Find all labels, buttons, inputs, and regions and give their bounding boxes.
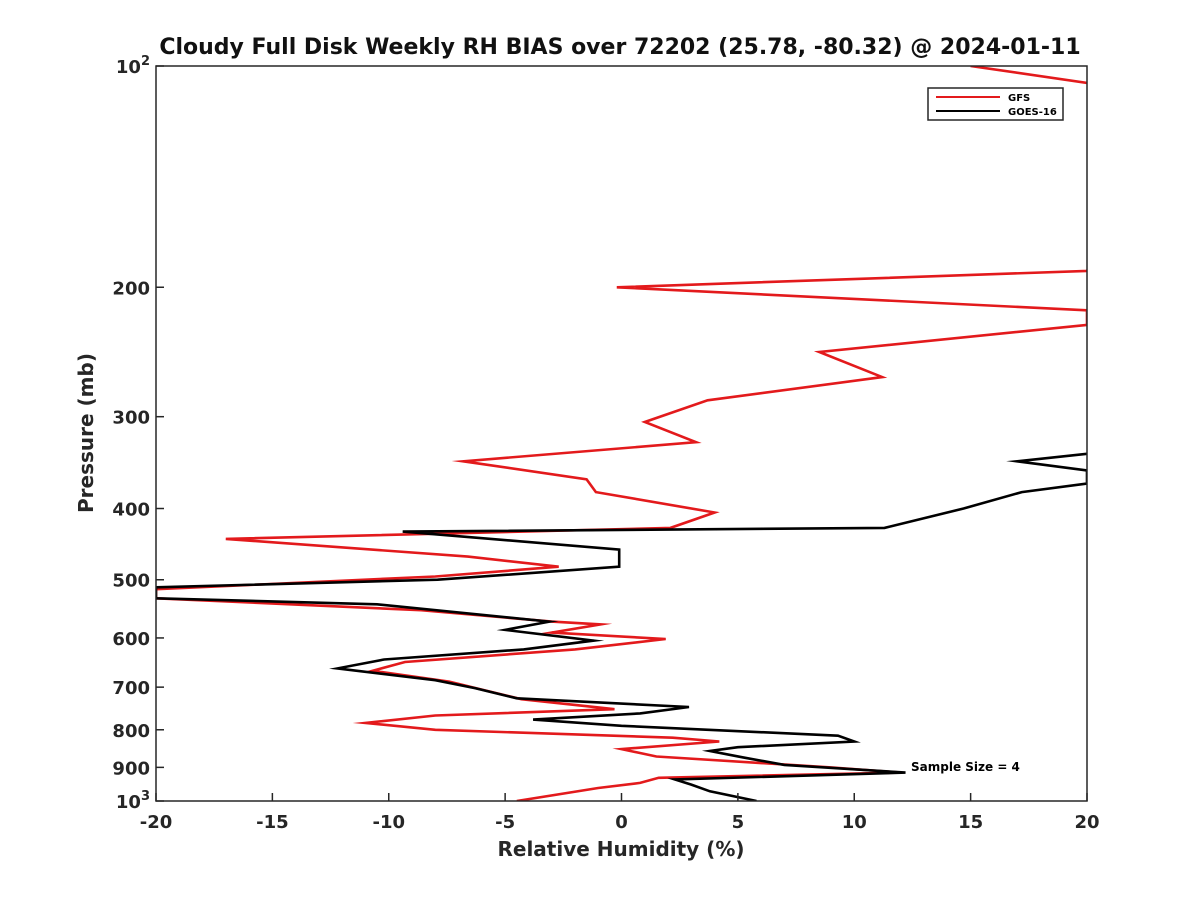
x-tick-label: 15 xyxy=(958,812,983,833)
legend-label-goes16: GOES-16 xyxy=(1008,107,1057,118)
x-tick-label: 20 xyxy=(1074,812,1099,833)
series-line-goes16 xyxy=(156,452,1087,801)
y-tick-label: 300 xyxy=(112,408,150,429)
y-tick-label: 200 xyxy=(112,278,150,299)
y-tick-label: 600 xyxy=(112,629,150,650)
x-tick-label: -20 xyxy=(140,812,173,833)
x-tick-label: -10 xyxy=(372,812,405,833)
series-line-gfs xyxy=(156,66,1087,801)
y-tick-label: 900 xyxy=(112,758,150,779)
x-tick-label: 0 xyxy=(615,812,628,833)
legend: GFS GOES-16 xyxy=(927,87,1064,121)
chart-title: Cloudy Full Disk Weekly RH BIAS over 722… xyxy=(159,35,1080,60)
legend-box xyxy=(927,87,1064,121)
y-tick-label-power: 102 xyxy=(116,54,150,78)
y-tick-label: 800 xyxy=(112,721,150,742)
plot-frame xyxy=(155,65,1088,802)
sample-size-annotation: Sample Size = 4 xyxy=(911,760,1020,774)
x-axis: -20 -15 -10 -5 0 5 10 15 20 xyxy=(140,793,1100,833)
x-tick-label: -5 xyxy=(495,812,515,833)
legend-label-gfs: GFS xyxy=(1008,93,1030,104)
y-axis: 200 300 400 500 600 700 800 900 102 103 xyxy=(112,54,164,813)
y-axis-label: Pressure (mb) xyxy=(74,353,98,513)
x-tick-label: 10 xyxy=(842,812,867,833)
x-tick-label: 5 xyxy=(732,812,745,833)
series-layer xyxy=(156,66,1087,801)
y-tick-label-power: 103 xyxy=(116,789,150,813)
x-axis-label: Relative Humidity (%) xyxy=(497,837,744,861)
y-tick-label: 400 xyxy=(112,500,150,521)
x-tick-label: -15 xyxy=(256,812,289,833)
y-tick-label: 700 xyxy=(112,678,150,699)
y-tick-label: 500 xyxy=(112,571,150,592)
